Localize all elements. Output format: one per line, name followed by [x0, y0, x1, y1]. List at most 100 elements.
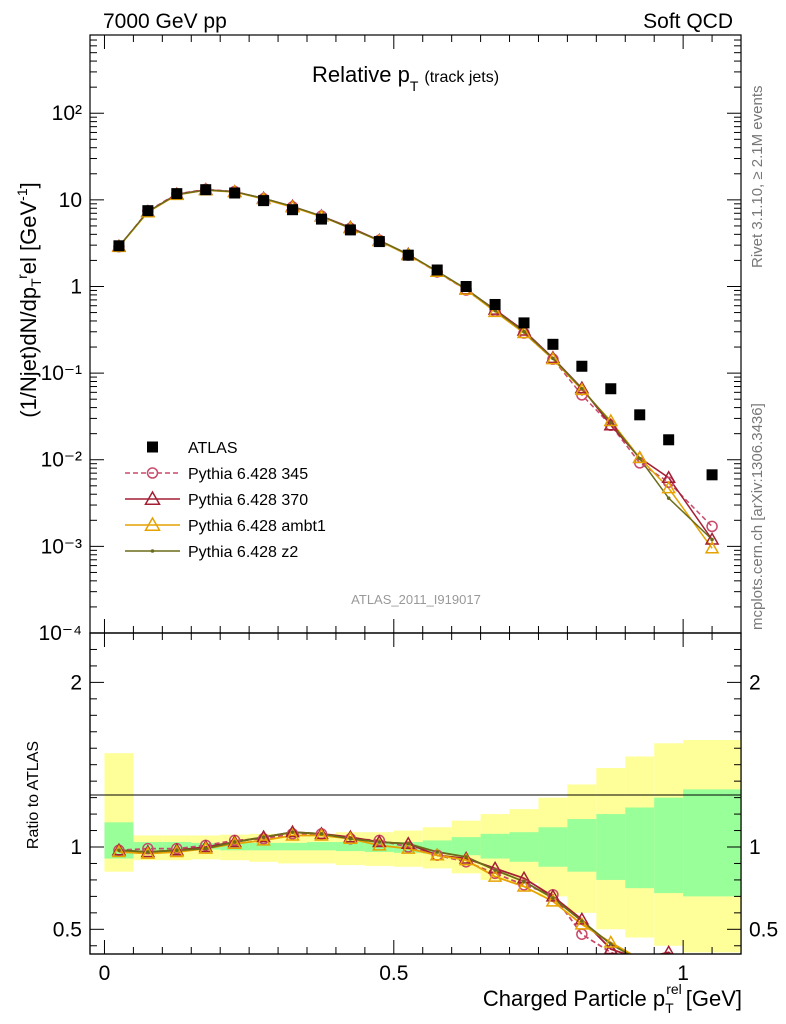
data-point	[140, 846, 156, 859]
ratio-y-tick-label: 0.5	[749, 918, 778, 941]
data-point	[706, 520, 718, 533]
data-point	[460, 280, 472, 292]
data-point	[666, 496, 671, 500]
data-point	[377, 840, 382, 844]
data-point	[372, 834, 387, 848]
stat-uncertainty-band	[278, 842, 307, 851]
data-point	[400, 836, 416, 849]
main-y-tick-label: 10⁻¹	[41, 362, 82, 385]
data-point	[706, 469, 718, 481]
legend-entry-label: ATLAS	[188, 440, 238, 457]
x-tick-label: 0.5	[379, 962, 408, 985]
data-point	[547, 338, 559, 350]
x-tick-label: 1	[677, 962, 689, 985]
main-y-axis-label: (1/Njet)dN/dpTrel [GeV-1]	[14, 182, 44, 418]
data-point	[227, 836, 242, 849]
data-point	[285, 827, 300, 841]
data-point	[147, 441, 158, 453]
data-point	[574, 382, 590, 396]
data-point	[169, 844, 185, 858]
ratio-plot-data	[111, 824, 674, 954]
analysis-watermark: ATLAS_2011_I919017	[351, 592, 481, 607]
ratio-series-line	[118, 832, 617, 954]
data-point	[605, 383, 617, 395]
data-point	[343, 829, 358, 843]
main-plot-panel: 10⁻⁴ 10⁻³ 10⁻² 10⁻¹ 1 10 10² Relative pT (track…	[14, 34, 742, 645]
data-point	[545, 888, 561, 902]
main-y-tick-label: 1	[70, 275, 82, 298]
data-point	[200, 184, 212, 196]
legend: ATLAS Pythia 6.428 345 Pythia 6.428 370 Pyt…	[125, 440, 326, 561]
rivet-version-label: Rivet 3.1.10, ≥ 2.1M events	[749, 86, 766, 269]
plot-title-sub: T	[410, 78, 419, 94]
series-line	[118, 188, 713, 540]
ratio-y-axis-label: Ratio to ATLAS	[25, 741, 42, 849]
data-point	[487, 304, 503, 318]
main-y-tick-label: 10⁻³	[41, 535, 82, 558]
ratio-plot-border	[89, 632, 742, 955]
plot-title-main: Relative p	[312, 62, 410, 87]
legend-entry-label: Pythia 6.428 370	[188, 492, 308, 509]
data-point	[402, 249, 414, 261]
ratio-series-group	[111, 824, 674, 954]
data-point	[113, 240, 125, 252]
data-point	[487, 860, 503, 874]
main-y-tick-labels: 10⁻⁴ 10⁻³ 10⁻² 10⁻¹ 1 10 10²	[39, 102, 82, 645]
ratio-ticks	[90, 633, 742, 954]
data-point	[704, 532, 720, 545]
header-right-label: Soft QCD	[643, 10, 733, 33]
data-point	[314, 827, 329, 841]
data-point	[551, 356, 555, 361]
data-point	[400, 841, 416, 854]
data-point	[580, 386, 584, 391]
data-point	[435, 850, 440, 854]
data-point	[637, 456, 642, 461]
data-point	[431, 264, 443, 276]
series-line	[118, 189, 713, 541]
data-point	[314, 826, 329, 840]
stat-uncertainty-band	[249, 842, 279, 851]
data-point	[487, 869, 503, 882]
data-point	[373, 236, 385, 248]
data-point	[146, 850, 150, 854]
stat-uncertainty-band	[625, 807, 655, 889]
ratio-y-tick-label: 1	[70, 836, 82, 859]
data-point	[150, 549, 155, 553]
data-point	[545, 351, 561, 365]
data-point	[229, 187, 241, 199]
data-point	[258, 195, 270, 207]
data-point	[609, 942, 613, 946]
ratio-y-tick-label: 0.5	[53, 918, 82, 941]
data-point	[632, 450, 648, 464]
data-point	[516, 323, 532, 336]
main-y-tick-label: 10⁻⁴	[39, 622, 82, 645]
legend-entry-label: Pythia 6.428 z2	[188, 544, 298, 561]
data-point	[232, 840, 237, 844]
data-point	[319, 832, 324, 836]
data-point	[140, 844, 156, 858]
data-point	[634, 409, 646, 421]
stat-uncertainty-band	[509, 832, 539, 862]
data-point	[663, 434, 675, 446]
ratio-y-tick-label: 2	[70, 671, 82, 694]
stat-uncertainty-band	[567, 819, 597, 872]
x-axis-label: Charged Particle pTrel [GeV]	[483, 981, 742, 1016]
data-point	[287, 204, 299, 216]
header-left-label: 7000 GeV pp	[103, 10, 227, 33]
data-point	[142, 205, 154, 217]
data-point	[169, 842, 185, 856]
stat-uncertainty-band	[480, 833, 510, 859]
data-point	[458, 851, 474, 864]
data-point	[144, 516, 161, 531]
plot-title: Relative pT (track jets)	[312, 62, 499, 94]
ratio-tick-labels: 0.5 0.5 1 1 2 2 0 0.5 1	[53, 671, 778, 985]
plot-title-small: (track jets)	[424, 69, 499, 86]
stat-uncertainty-band	[451, 837, 481, 856]
data-point	[489, 298, 501, 310]
data-point	[458, 852, 474, 866]
data-point	[574, 911, 590, 925]
data-point	[516, 878, 532, 892]
data-point	[580, 919, 584, 923]
main-plot-data	[111, 182, 720, 554]
